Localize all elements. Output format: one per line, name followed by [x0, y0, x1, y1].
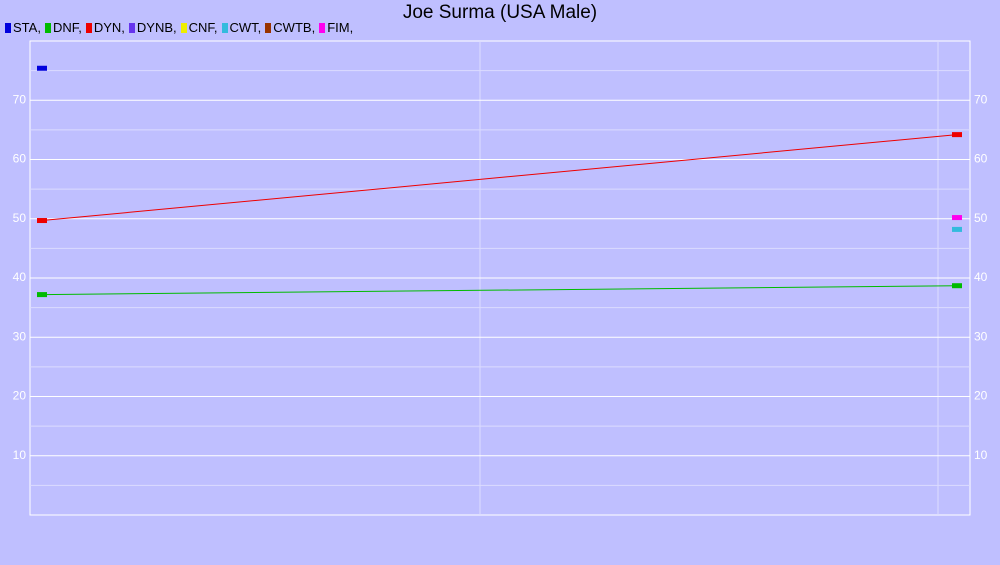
legend-item: STA, [5, 20, 41, 35]
y-tick-label-right: 60 [974, 152, 988, 166]
legend-item: CWTB, [265, 20, 315, 35]
y-tick-label-right: 20 [974, 389, 988, 403]
legend-item: DYN, [85, 20, 125, 35]
legend-label: DYN, [93, 20, 125, 35]
y-tick-label: 20 [13, 389, 27, 403]
point-marker [37, 65, 47, 71]
y-tick-label: 40 [13, 270, 27, 284]
legend-swatch [319, 22, 326, 33]
point-marker [952, 226, 962, 232]
legend-item: FIM, [319, 20, 353, 35]
legend-item: CWT, [221, 20, 262, 35]
point-marker [37, 292, 47, 298]
point-marker [37, 218, 47, 224]
legend-item: CNF, [180, 20, 218, 35]
y-tick-label-right: 30 [974, 329, 988, 343]
legend-swatch [180, 22, 187, 33]
legend-swatch [44, 22, 51, 33]
point-marker [952, 132, 962, 138]
legend-label: CWT, [229, 20, 262, 35]
y-tick-label: 70 [13, 92, 27, 106]
legend-label: CNF, [188, 20, 218, 35]
y-tick-label: 50 [13, 211, 27, 225]
legend-label: CWTB, [273, 20, 316, 35]
y-tick-label: 10 [13, 448, 27, 462]
legend-label: STA, [13, 20, 41, 35]
legend-swatch [85, 22, 92, 33]
legend-label: FIM, [327, 20, 354, 35]
legend-swatch [265, 22, 272, 33]
y-tick-label: 60 [13, 152, 27, 166]
y-tick-label-right: 10 [974, 448, 988, 462]
legend-label: DNF, [52, 20, 82, 35]
legend-swatch [128, 22, 135, 33]
series-line [41, 134, 958, 222]
legend-item: DNF, [44, 20, 82, 35]
legend-item: DYNB, [128, 20, 177, 35]
chart-title: Joe Surma (USA Male) [403, 2, 597, 23]
legend-label: DYNB, [136, 20, 177, 35]
legend-swatch [221, 22, 228, 33]
point-marker [952, 215, 962, 221]
y-tick-label-right: 70 [974, 92, 988, 106]
series-line [41, 285, 958, 296]
legend: STA, DNF, DYN, DYNB, CNF, CWT, CWTB, FIM, [5, 20, 357, 35]
legend-swatch [5, 22, 11, 33]
y-tick-label-right: 40 [974, 270, 988, 284]
point-marker [952, 283, 962, 289]
y-tick-label: 30 [13, 329, 27, 343]
y-tick-label-right: 50 [974, 211, 988, 225]
